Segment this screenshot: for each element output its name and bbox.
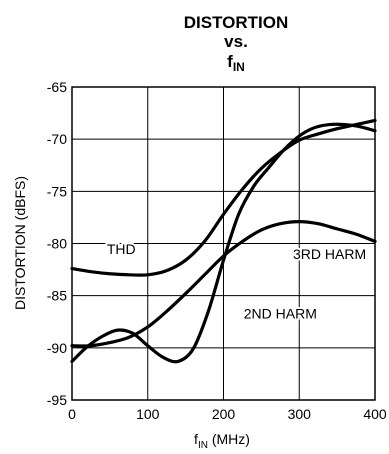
y-tick-label-5: -90 — [47, 340, 67, 356]
series-line-2nd-harm — [70, 122, 377, 364]
series-line-thd — [70, 118, 377, 277]
x-tick-label-4: 400 — [363, 406, 387, 422]
series-label-2nd-harm: 2ND HARM — [244, 306, 317, 322]
chart-title-subscript: IN — [233, 60, 245, 74]
chart-title-line3: fIN — [227, 52, 245, 74]
y-tick-label-3: -80 — [47, 236, 67, 252]
tick-labels: 0 100 200 300 400 -65 -70 -75 -80 -85 -90 -95 — [47, 79, 387, 422]
series-label-halo-2nd-harm: 2ND HARM — [244, 306, 317, 322]
chart-title-f: f — [227, 52, 233, 71]
chart-title-line1: DISTORTION — [184, 13, 289, 32]
series-lines — [70, 118, 377, 364]
y-tick-label-0: -65 — [47, 79, 67, 95]
x-axis-label-subscript: IN — [198, 440, 208, 451]
y-tick-label-4: -85 — [47, 288, 67, 304]
series-line-3rd-harm — [70, 219, 377, 348]
x-axis-label: fIN (MHz) — [194, 431, 250, 451]
series-label-halo-3rd-harm: 3RD HARM — [293, 246, 366, 262]
x-tick-label-0: 0 — [68, 406, 76, 422]
series-label-3rd-harm: 3RD HARM — [293, 246, 366, 262]
x-tick-label-3: 300 — [288, 406, 312, 422]
chart-title-line2: vs. — [224, 32, 248, 51]
series-label-thd: THD — [107, 241, 136, 257]
x-axis-label-units: (MHz) — [208, 431, 250, 447]
y-tick-label-2: -75 — [47, 183, 67, 199]
plot-frame — [71, 86, 376, 401]
x-tick-label-1: 100 — [136, 406, 160, 422]
y-tick-label-1: -70 — [47, 131, 67, 147]
y-tick-label-6: -95 — [47, 392, 67, 408]
y-axis-label: DISTORTION (dBFS) — [12, 176, 28, 310]
x-tick-label-2: 200 — [212, 406, 236, 422]
series-label-halo-thd: THD — [107, 241, 136, 257]
x-axis-label-f: f — [194, 431, 198, 447]
